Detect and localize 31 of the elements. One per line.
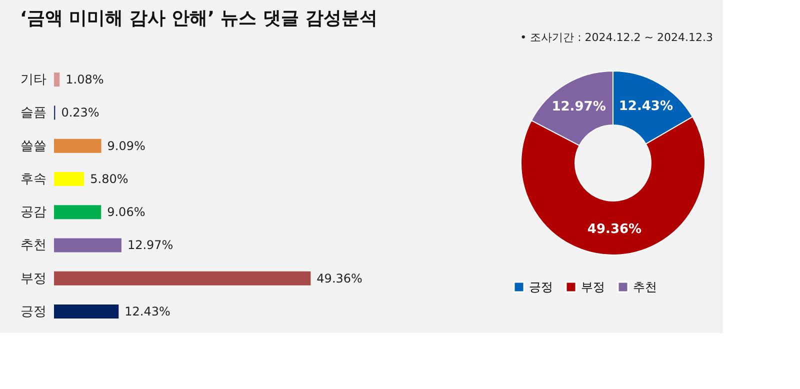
data-label: 9.09% xyxy=(107,138,146,153)
data-label: 12.97% xyxy=(127,238,174,252)
data-label: 12.43% xyxy=(124,304,170,318)
data-label: 49.36% xyxy=(587,222,642,237)
data-label: 9.06% xyxy=(107,205,146,220)
bar xyxy=(54,238,122,252)
bar xyxy=(54,271,311,286)
y-tick-label: 공감 xyxy=(20,205,46,220)
y-tick-label: 쓸쓸 xyxy=(20,138,46,154)
chart-title: ‘금액 미미해 감사 안해’ 뉴스 댓글 감성분석 xyxy=(20,8,378,29)
legend-label: 긍정 xyxy=(529,280,553,294)
data-label: 49.36% xyxy=(316,271,362,286)
data-label: 12.43% xyxy=(618,98,674,114)
y-tick-label: 후속 xyxy=(20,172,46,187)
bar xyxy=(54,304,119,318)
bar xyxy=(54,72,60,87)
data-label: 0.23% xyxy=(61,106,100,120)
bar xyxy=(54,172,84,186)
y-tick-label: 추천 xyxy=(20,238,46,254)
data-label: 5.80% xyxy=(90,172,128,186)
y-tick-label: 기타 xyxy=(20,72,46,88)
legend-label: 추천 xyxy=(633,280,657,294)
y-tick-label: 긍정 xyxy=(20,304,46,320)
text: • 조사기간 : 2024.12.2 ~ 2024.12.3 xyxy=(520,31,713,44)
legend-label: 부정 xyxy=(581,280,605,294)
bar xyxy=(54,205,102,220)
data-label: 12.97% xyxy=(552,100,606,115)
y-tick-label: 부정 xyxy=(20,271,46,286)
bar xyxy=(54,138,102,153)
data-label: 1.08% xyxy=(66,72,104,87)
y-tick-label: 슬픔 xyxy=(20,106,46,121)
